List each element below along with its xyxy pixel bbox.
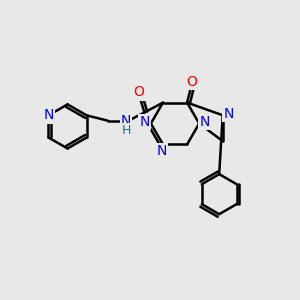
Text: N: N: [139, 115, 150, 129]
Text: N: N: [156, 144, 167, 158]
Text: H: H: [122, 124, 131, 136]
Text: N: N: [43, 108, 54, 122]
Text: O: O: [186, 75, 197, 89]
Text: N: N: [121, 114, 131, 128]
Text: O: O: [134, 85, 145, 99]
Text: N: N: [199, 115, 210, 129]
Text: N: N: [224, 107, 234, 121]
